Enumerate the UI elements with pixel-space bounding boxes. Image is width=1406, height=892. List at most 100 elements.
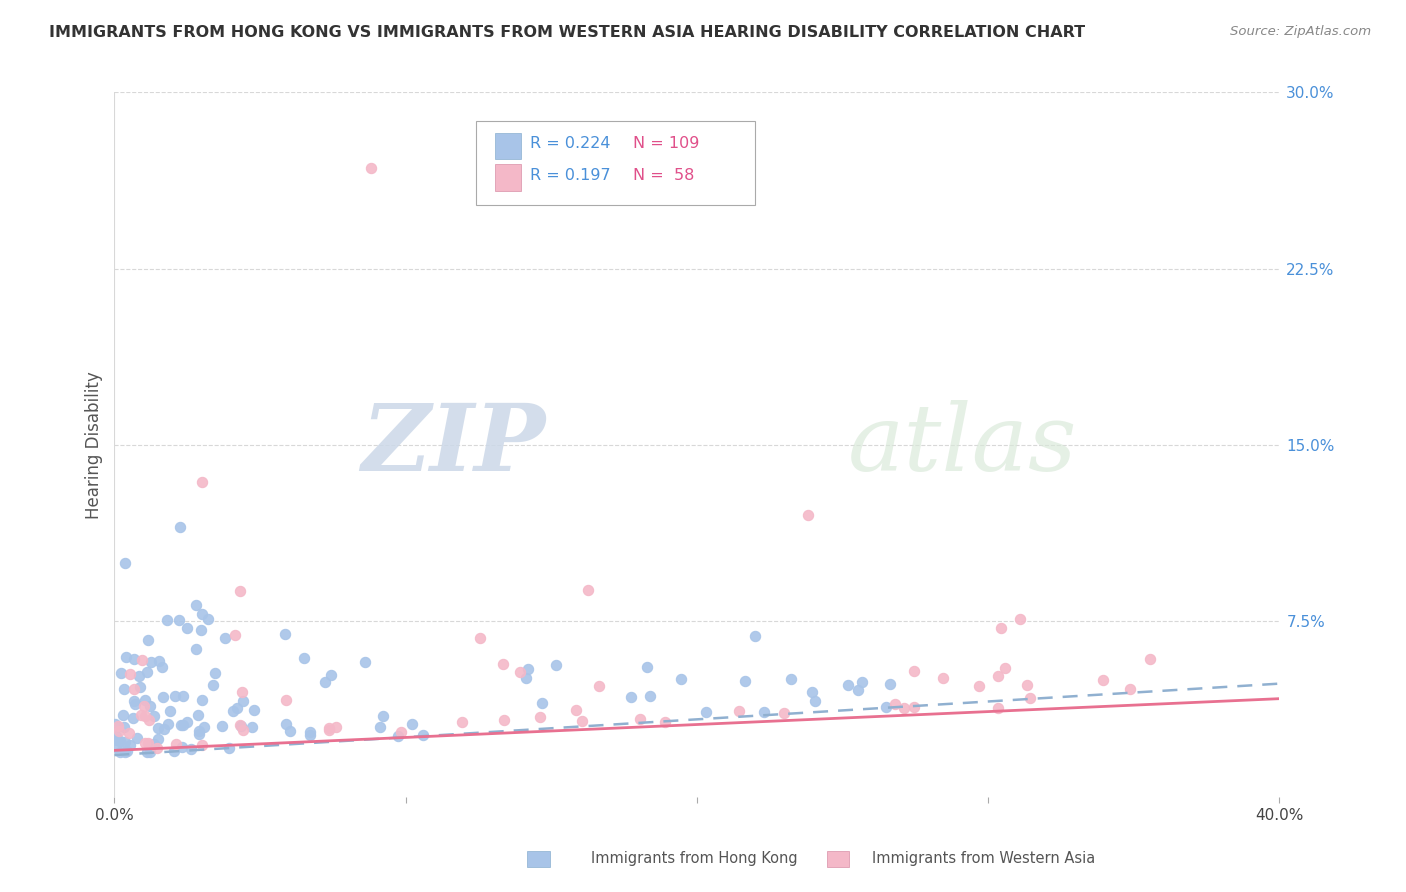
Text: Source: ZipAtlas.com: Source: ZipAtlas.com <box>1230 25 1371 38</box>
Text: Immigrants from Hong Kong: Immigrants from Hong Kong <box>591 851 797 865</box>
Point <box>292 650 315 665</box>
Text: R = 0.197: R = 0.197 <box>530 168 610 183</box>
Point <box>211 719 233 733</box>
Text: N = 109: N = 109 <box>633 136 699 152</box>
Y-axis label: Hearing Disability: Hearing Disability <box>86 371 103 519</box>
Point <box>903 700 925 714</box>
Point <box>108 724 131 739</box>
Point <box>229 718 252 732</box>
Point <box>654 714 676 729</box>
Text: ZIP: ZIP <box>361 400 546 490</box>
Point <box>142 738 165 752</box>
Point <box>214 631 236 645</box>
Point <box>127 731 149 745</box>
Point <box>193 720 215 734</box>
Point <box>176 621 198 635</box>
Point <box>138 714 160 728</box>
Point <box>146 741 169 756</box>
Point <box>134 709 156 723</box>
Point <box>190 623 212 637</box>
Point <box>218 741 240 756</box>
Point <box>128 680 150 694</box>
Point <box>129 708 152 723</box>
Bar <box>495 164 522 191</box>
Point <box>124 697 146 711</box>
Point <box>752 705 775 719</box>
Point <box>851 675 873 690</box>
Point <box>165 737 187 751</box>
Point <box>104 740 127 755</box>
Point <box>1139 652 1161 666</box>
Point <box>242 703 264 717</box>
Text: R = 0.224: R = 0.224 <box>530 136 610 152</box>
Point <box>120 667 142 681</box>
Point <box>1119 681 1142 696</box>
Point <box>187 724 209 739</box>
Point <box>274 717 297 731</box>
Point <box>187 708 209 723</box>
Point <box>1018 691 1040 706</box>
Point <box>412 728 434 742</box>
Point <box>990 621 1012 635</box>
Point <box>299 725 322 739</box>
Point <box>176 715 198 730</box>
Bar <box>495 133 522 160</box>
Point <box>571 714 593 729</box>
Point <box>226 700 249 714</box>
Point <box>138 698 160 713</box>
Point <box>124 694 146 708</box>
Point <box>1008 611 1031 625</box>
Point <box>321 668 343 682</box>
Point <box>879 676 901 690</box>
Point <box>134 737 156 751</box>
Point <box>800 685 823 699</box>
Point <box>353 655 375 669</box>
Point <box>804 694 827 708</box>
Point <box>517 662 540 676</box>
Point <box>515 671 537 685</box>
Point <box>170 739 193 754</box>
Point <box>797 508 820 523</box>
Point <box>202 678 225 692</box>
Point <box>197 612 219 626</box>
Point <box>136 736 159 750</box>
Text: IMMIGRANTS FROM HONG KONG VS IMMIGRANTS FROM WESTERN ASIA HEARING DISABILITY COR: IMMIGRANTS FROM HONG KONG VS IMMIGRANTS … <box>49 25 1085 40</box>
Point <box>669 672 692 686</box>
Point <box>387 729 409 743</box>
Point <box>451 714 474 729</box>
Point <box>141 739 163 753</box>
Point <box>744 629 766 643</box>
Point <box>112 681 135 696</box>
Point <box>110 745 132 759</box>
Point <box>837 678 859 692</box>
Point <box>108 734 131 748</box>
Point <box>544 657 567 672</box>
Point <box>110 666 132 681</box>
Point <box>1015 678 1038 692</box>
Point <box>184 598 207 612</box>
Point <box>139 745 162 759</box>
Point <box>994 661 1017 675</box>
Point <box>105 733 128 747</box>
Point <box>117 744 139 758</box>
Point <box>136 632 159 647</box>
Point <box>152 723 174 737</box>
Point <box>131 653 153 667</box>
Point <box>114 745 136 759</box>
Point <box>531 696 554 710</box>
Text: Immigrants from Western Asia: Immigrants from Western Asia <box>872 851 1095 865</box>
Point <box>128 669 150 683</box>
Point <box>104 729 127 743</box>
Point <box>150 659 173 673</box>
Point <box>494 713 516 727</box>
Point <box>139 739 162 753</box>
Point <box>734 673 756 688</box>
Point <box>180 742 202 756</box>
Point <box>232 723 254 737</box>
Point <box>846 682 869 697</box>
Point <box>314 675 336 690</box>
Point <box>875 700 897 714</box>
Point <box>157 716 180 731</box>
Point <box>135 665 157 679</box>
Point <box>371 709 394 723</box>
